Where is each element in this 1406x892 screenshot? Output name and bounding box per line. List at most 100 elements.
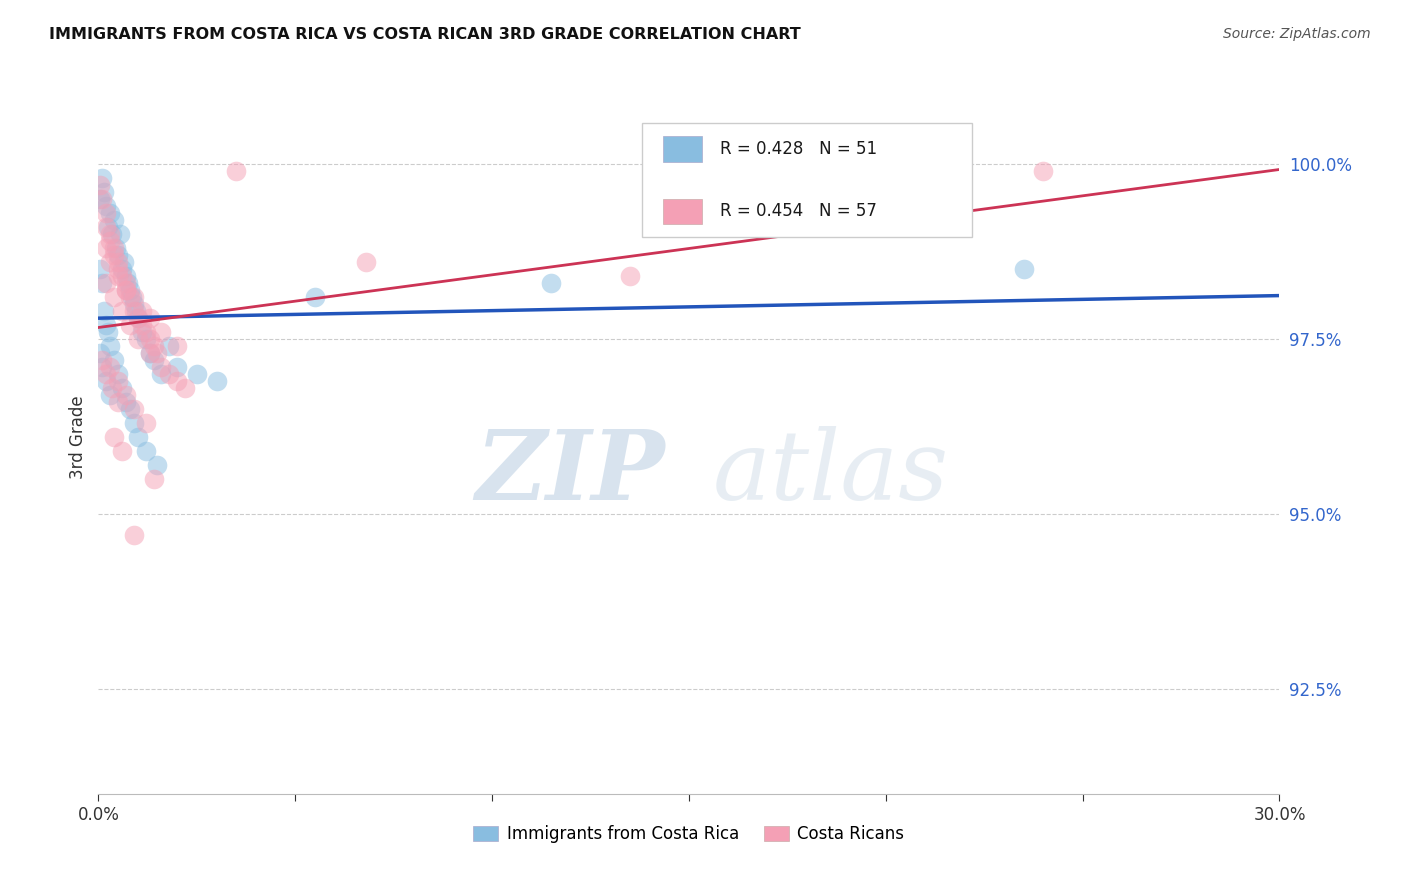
FancyBboxPatch shape xyxy=(664,136,702,162)
Point xyxy=(89,192,111,206)
Point xyxy=(111,304,134,318)
Point xyxy=(146,458,169,472)
Point xyxy=(117,276,139,290)
Point xyxy=(127,430,149,444)
Point xyxy=(96,220,118,235)
Point xyxy=(107,262,129,277)
Point xyxy=(127,311,149,326)
Point xyxy=(91,171,114,186)
Point xyxy=(135,332,157,346)
Point xyxy=(186,367,208,381)
Point xyxy=(118,318,141,333)
Point xyxy=(107,374,129,388)
Point xyxy=(107,255,129,269)
Point xyxy=(98,255,121,269)
Point xyxy=(174,381,197,395)
Point xyxy=(122,416,145,430)
Point xyxy=(127,332,149,346)
Point xyxy=(115,269,138,284)
Point xyxy=(1032,164,1054,178)
Point xyxy=(115,283,138,297)
Point xyxy=(98,388,121,402)
Point xyxy=(131,318,153,333)
Legend: Immigrants from Costa Rica, Costa Ricans: Immigrants from Costa Rica, Costa Ricans xyxy=(467,819,911,850)
Point xyxy=(127,311,149,326)
FancyBboxPatch shape xyxy=(664,199,702,225)
Point xyxy=(89,346,111,360)
Point xyxy=(166,374,188,388)
Point xyxy=(93,185,115,199)
Point xyxy=(131,304,153,318)
Y-axis label: 3rd Grade: 3rd Grade xyxy=(69,395,87,479)
Point xyxy=(98,206,121,220)
Point xyxy=(122,297,145,311)
Point xyxy=(103,248,125,262)
Point xyxy=(138,346,160,360)
Text: Source: ZipAtlas.com: Source: ZipAtlas.com xyxy=(1223,27,1371,41)
Point xyxy=(121,290,143,304)
Point xyxy=(115,395,138,409)
Point xyxy=(118,402,141,417)
Point xyxy=(354,255,377,269)
Point xyxy=(138,311,160,326)
Point xyxy=(111,262,134,277)
Point xyxy=(98,227,121,242)
Text: ZIP: ZIP xyxy=(475,425,665,520)
Point xyxy=(98,234,121,248)
Point xyxy=(96,374,118,388)
Point xyxy=(122,528,145,542)
Text: atlas: atlas xyxy=(713,425,949,520)
Point xyxy=(96,241,118,255)
Point xyxy=(107,395,129,409)
Point xyxy=(142,353,165,368)
Point xyxy=(107,269,129,284)
Point xyxy=(89,262,111,277)
Point xyxy=(89,178,111,193)
Point xyxy=(125,304,148,318)
Point xyxy=(166,339,188,353)
Point xyxy=(91,360,114,375)
Point xyxy=(135,416,157,430)
Point xyxy=(142,339,165,353)
Point xyxy=(103,430,125,444)
Point xyxy=(157,367,180,381)
Point xyxy=(103,290,125,304)
Point xyxy=(138,332,160,346)
Point xyxy=(107,248,129,262)
Point xyxy=(97,220,120,235)
Point xyxy=(103,353,125,368)
Point xyxy=(157,339,180,353)
Point xyxy=(540,276,562,290)
FancyBboxPatch shape xyxy=(641,123,973,237)
Point xyxy=(122,402,145,417)
Text: R = 0.428   N = 51: R = 0.428 N = 51 xyxy=(720,140,877,159)
Text: R = 0.454   N = 57: R = 0.454 N = 57 xyxy=(720,202,876,220)
Point xyxy=(108,227,131,242)
Point xyxy=(97,325,120,339)
Point xyxy=(115,276,138,290)
Point xyxy=(118,283,141,297)
Point xyxy=(96,206,118,220)
Point xyxy=(101,227,124,242)
Point xyxy=(150,325,173,339)
Point xyxy=(91,192,114,206)
Point xyxy=(111,269,134,284)
Point xyxy=(225,164,247,178)
Point xyxy=(111,444,134,458)
Point xyxy=(150,367,173,381)
Point xyxy=(96,276,118,290)
Point xyxy=(146,346,169,360)
Point xyxy=(96,318,118,333)
Point xyxy=(111,381,134,395)
Point xyxy=(91,276,114,290)
Point xyxy=(96,367,118,381)
Point xyxy=(105,241,128,255)
Point xyxy=(205,374,228,388)
Point xyxy=(107,367,129,381)
Point xyxy=(166,360,188,375)
Point xyxy=(96,199,118,213)
Point xyxy=(98,360,121,375)
Point xyxy=(150,360,173,375)
Point xyxy=(122,304,145,318)
Point xyxy=(135,325,157,339)
